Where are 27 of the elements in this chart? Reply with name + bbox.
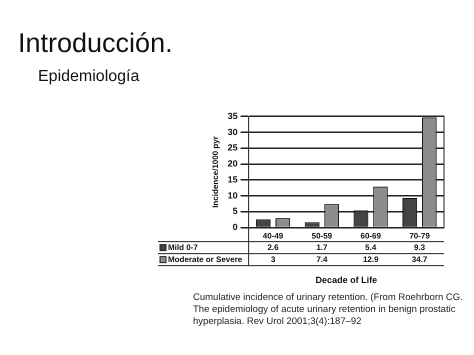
x-tick-label: 40-49 (262, 232, 284, 241)
data-label: 3 (270, 254, 276, 264)
chart-title: Introducción. (18, 28, 173, 59)
y-axis-title: Incidence/1000 pyr (211, 136, 220, 208)
x-axis-title: Decade of Life (316, 275, 378, 286)
y-tick-label: 0 (232, 222, 238, 232)
y-tick-label: 35 (228, 110, 238, 121)
legend-label: Moderate or Severe (168, 254, 243, 264)
data-label: 1.7 (316, 242, 328, 252)
y-tick-label: 20 (228, 158, 238, 169)
x-tick-label: 70-79 (409, 232, 430, 241)
y-tick-label: 30 (228, 126, 238, 137)
y-tick-label: 5 (232, 206, 238, 216)
data-label: 7.4 (316, 254, 328, 264)
data-label: 9.3 (414, 242, 426, 252)
data-label: 5.4 (365, 242, 377, 252)
data-label: 2.6 (267, 242, 280, 252)
y-tick-label: 15 (228, 174, 238, 184)
x-tick-label: 60-69 (360, 232, 382, 241)
y-tick-label: 25 (228, 142, 238, 153)
legend-label: Mild 0-7 (168, 242, 198, 252)
text: Epidemiología (38, 68, 140, 86)
text: Cumulative incidence of urinary retention. (From Roehrborn CG. The epidemiology of acute urinary retention in benign prostatic hyperplasia. Rev Urol 2001;3(4):187–92 (193, 292, 464, 328)
data-label: 12.9 (362, 254, 380, 264)
x-tick-label: 50-59 (312, 232, 333, 241)
data-label: 34.7 (412, 254, 428, 264)
y-tick-label: 10 (228, 190, 238, 200)
